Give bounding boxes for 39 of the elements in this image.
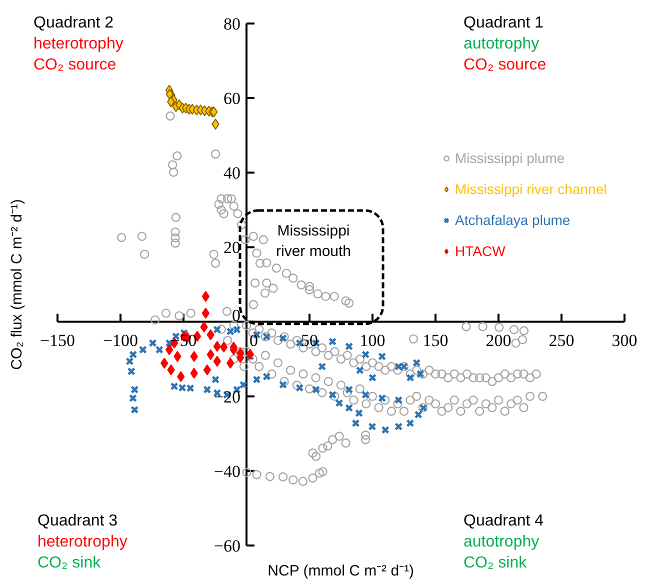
annotation: autotrophy	[464, 36, 540, 52]
x-tick-label: 150	[422, 330, 448, 350]
x-tick-label: 50	[301, 330, 318, 350]
point	[202, 290, 210, 302]
annotation: Quadrant 1	[464, 14, 544, 32]
legend-label: Atchafalaya plume	[455, 212, 570, 228]
y-axis-title: CO₂ flux (mmol C m⁻² d⁻¹)	[8, 199, 26, 370]
y-tick-label: 60	[224, 89, 240, 108]
x-tick-label: −150	[40, 330, 76, 350]
y-tick-label: 0	[232, 306, 240, 325]
text: CO₂ sink	[464, 554, 528, 572]
point	[203, 364, 212, 376]
y-tick-label: 80	[224, 14, 240, 34]
text: CO₂ sink	[38, 554, 102, 572]
annotation: Quadrant 2	[34, 14, 114, 32]
annotation: CO₂ source	[34, 56, 116, 74]
legend-label: HTACW	[455, 243, 506, 259]
x-tick-label: −100	[102, 330, 138, 350]
x-axis-title: NCP (mmol C m⁻² d⁻¹)	[268, 562, 414, 580]
y-tick-label: −40	[214, 462, 241, 481]
annotation: heterotrophy	[34, 36, 124, 52]
annotation: CO₂ source	[464, 56, 546, 74]
annotation: Quadrant 4	[464, 512, 544, 530]
x-tick-label: 300	[612, 330, 638, 350]
x-tick-label: 250	[548, 330, 574, 350]
annotation: Mississippi river mouth	[276, 222, 352, 260]
point	[202, 308, 210, 319]
x-tick-label: 200	[486, 330, 512, 350]
annotation: heterotrophy	[38, 534, 128, 550]
y-tick-label: −20	[214, 387, 241, 406]
annotation: Quadrant 3	[38, 512, 118, 530]
x-tick-label: 100	[360, 330, 386, 350]
legend-label: Mississippi river channel	[455, 181, 607, 197]
x-tick-label: 0	[250, 330, 258, 350]
point	[220, 342, 228, 353]
y-tick-label: 40	[224, 164, 240, 183]
annotation: autotrophy	[464, 534, 540, 550]
y-tick-label: −60	[214, 536, 241, 556]
legend-label: Mississippi plume	[455, 150, 565, 166]
